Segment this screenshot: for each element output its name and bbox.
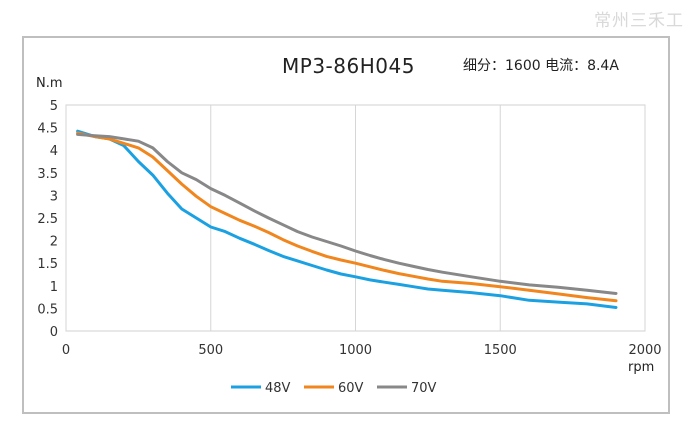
x-tick-label: 1000	[339, 343, 372, 358]
y-tick-label: 1	[50, 280, 58, 295]
y-tick-label: 2	[50, 235, 58, 250]
legend-label: 48V	[265, 381, 291, 396]
y-tick-label: 3.5	[37, 167, 58, 182]
y-tick-label: 4.5	[37, 122, 58, 137]
x-axis-label: rpm	[628, 360, 654, 375]
axes: 0 500 1000 1500 2000 0 0.5 1 1.5 2 2.5 3 3.5 4 4.5 5 N.m…	[36, 76, 662, 375]
y-tick-label: 2.5	[37, 212, 58, 227]
grid	[65, 104, 646, 332]
chart-subtitle: 细分：1600 电流：8.4A	[463, 58, 619, 74]
watermark: 常州三禾工	[594, 11, 684, 31]
legend-label: 60V	[338, 381, 364, 396]
x-tick-label: 500	[198, 343, 223, 358]
legend: 48V 60V 70V	[231, 381, 437, 396]
y-tick-label: 0.5	[37, 302, 58, 317]
x-tick-label: 0	[62, 343, 70, 358]
series-line-70v	[76, 132, 618, 295]
y-tick-label: 4	[50, 144, 58, 159]
y-tick-label: 3	[50, 189, 58, 204]
y-tick-label: 1.5	[37, 257, 58, 272]
x-tick-label: 1500	[484, 343, 517, 358]
y-axis-label: N.m	[36, 76, 63, 91]
y-tick-label: 5	[50, 99, 58, 114]
series-line-48v	[76, 129, 618, 309]
x-tick-label: 2000	[628, 343, 661, 358]
y-tick-label: 0	[50, 325, 58, 340]
chart-title: MP3-86H045	[282, 54, 415, 78]
legend-label: 70V	[411, 381, 437, 396]
series-line-60v	[76, 131, 618, 303]
chart-frame	[22, 36, 670, 414]
series	[76, 129, 618, 309]
